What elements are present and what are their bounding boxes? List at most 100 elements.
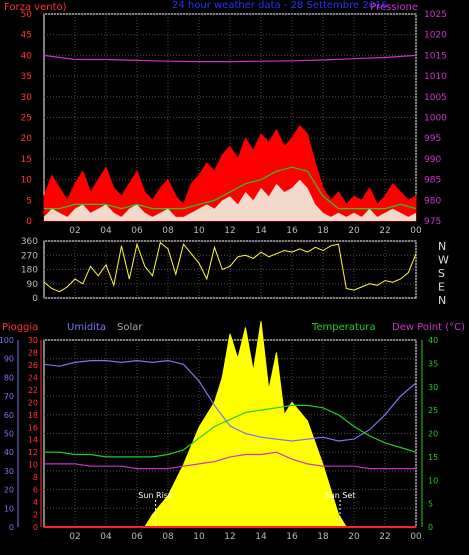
pressure-axis-label: Pressione	[370, 2, 418, 13]
rain-tick-label: 8	[33, 473, 38, 482]
rain-tick-label: 16	[28, 423, 38, 432]
humidity-ticks: 0 10 20 30 40 50 60 70 80 90 100	[0, 336, 19, 532]
rain-humidity-temperature-panel: Pioggia Umidita Solar Temperatura Dew Po…	[0, 321, 465, 542]
rain-tick-label: 20	[28, 398, 38, 407]
pressure-tick-label: 995	[424, 134, 441, 144]
humidity-tick-label: 50	[4, 430, 14, 439]
temperature-label: Temperatura	[311, 322, 376, 333]
direction-ticks: 0 90 180 270 360	[21, 237, 38, 304]
wind-hour-tick-label: 10	[193, 226, 205, 236]
humidity-tick-label: 60	[4, 411, 14, 420]
wind-tick-label: 30	[21, 93, 33, 103]
dewpoint-line	[44, 451, 416, 470]
rain-tick-label: 6	[33, 486, 38, 495]
wind-tick-label: 5	[26, 196, 32, 206]
rain-tick-label: 12	[28, 448, 38, 457]
temperature-tick-label: 10	[428, 476, 438, 485]
weather-hour-tick-label: 08	[162, 532, 174, 542]
direction-line	[43, 241, 417, 293]
compass-label: N	[438, 294, 446, 307]
weather-hour-tick-label: 06	[131, 532, 143, 542]
weather-hour-ticks: 02 04 06 08 10 12 14 16 18 20 22 00	[69, 532, 422, 542]
rain-tick-label: 10	[28, 461, 38, 470]
temperature-tick-label: 20	[428, 430, 438, 439]
pressure-line	[43, 54, 417, 63]
temperature-tick-label: 0	[428, 523, 433, 532]
pressure-tick-label: 1025	[424, 10, 447, 20]
compass-label: N	[438, 240, 446, 253]
pressure-tick-label: 1015	[424, 51, 447, 61]
wind-ticks: 0 5 10 15 20 25 30 35 40 45 50	[21, 10, 33, 227]
wind-gust-area	[43, 124, 417, 222]
direction-tick-label: 360	[21, 237, 38, 247]
sun-annotations: Sun Rise Sun Set	[138, 491, 356, 527]
compass-label: E	[438, 281, 445, 294]
wind-axis-label: Forza vento)	[4, 2, 67, 13]
pressure-ticks: 975 980 985 990 995 1000 1005 1010 1015 1020 1025	[424, 10, 447, 227]
wind-hour-tick-label: 20	[348, 226, 360, 236]
rain-label: Pioggia	[2, 322, 38, 333]
rain-tick-label: 14	[28, 436, 38, 445]
temperature-tick-label: 40	[428, 336, 438, 345]
humidity-tick-label: 20	[4, 486, 14, 495]
pressure-tick-label: 1010	[424, 72, 447, 82]
rain-tick-label: 22	[28, 386, 38, 395]
wind-hour-ticks: 02 04 06 08 10 12 14 16 18 20 22 00	[69, 226, 422, 236]
chart-title: 24 hour weather data - 28 Settembre 2016	[172, 0, 388, 11]
wind-tick-label: 0	[26, 217, 32, 227]
rain-tick-label: 26	[28, 361, 38, 370]
direction-tick-label: 180	[21, 266, 38, 276]
humidity-tick-label: 30	[4, 467, 14, 476]
wind-min-area	[44, 179, 416, 221]
wind-tick-label: 40	[21, 51, 33, 61]
solar-area	[143, 321, 348, 528]
humidity-tick-label: 90	[4, 355, 14, 364]
weather-hour-tick-label: 04	[100, 532, 112, 542]
rain-tick-label: 24	[28, 373, 38, 382]
wind-hour-tick-label: 02	[69, 226, 80, 236]
wind-hour-tick-label: 08	[162, 226, 174, 236]
weather-hour-tick-label: 20	[348, 532, 360, 542]
temperature-tick-label: 5	[428, 500, 433, 509]
temperature-tick-label: 35	[428, 359, 438, 368]
rain-tick-label: 0	[33, 523, 38, 532]
temperature-tick-label: 25	[428, 406, 438, 415]
pressure-tick-label: 1020	[424, 31, 447, 41]
wind-hour-tick-label: 18	[317, 226, 329, 236]
wind-pressure-panel: Forza vento) 24 hour weather data - 28 S…	[4, 0, 447, 236]
pressure-tick-label: 990	[424, 155, 441, 165]
weather-series	[43, 321, 417, 528]
wind-hour-tick-label: 22	[379, 226, 390, 236]
temperature-tick-label: 15	[428, 453, 438, 462]
weather-hour-tick-label: 00	[410, 532, 422, 542]
rain-tick-label: 4	[33, 498, 38, 507]
wind-tick-label: 20	[21, 134, 33, 144]
wind-tick-label: 45	[21, 31, 32, 41]
weather-hour-tick-label: 18	[317, 532, 329, 542]
compass-label: W	[438, 254, 449, 267]
rain-tick-label: 30	[28, 336, 38, 345]
weather-hour-tick-label: 14	[255, 532, 267, 542]
direction-tick-label: 270	[21, 251, 38, 261]
direction-grid	[44, 240, 417, 299]
wind-hour-tick-label: 14	[255, 226, 267, 236]
rain-tick-label: 18	[28, 411, 38, 420]
weather-hour-tick-label: 16	[286, 532, 298, 542]
sun-marker-label: Sun Set	[325, 491, 356, 500]
weather-hour-tick-label: 10	[193, 532, 205, 542]
weather-hour-tick-label: 22	[379, 532, 390, 542]
weather-hour-tick-label: 12	[224, 532, 235, 542]
pressure-tick-label: 1005	[424, 93, 447, 103]
humidity-tick-label: 40	[4, 448, 14, 457]
wind-tick-label: 50	[21, 10, 33, 20]
wind-tick-label: 25	[21, 114, 32, 124]
humidity-tick-label: 10	[4, 504, 14, 513]
humidity-tick-label: 100	[0, 336, 14, 345]
wind-avg-line	[44, 166, 417, 210]
rain-tick-label: 2	[33, 511, 38, 520]
direction-series	[43, 241, 417, 293]
